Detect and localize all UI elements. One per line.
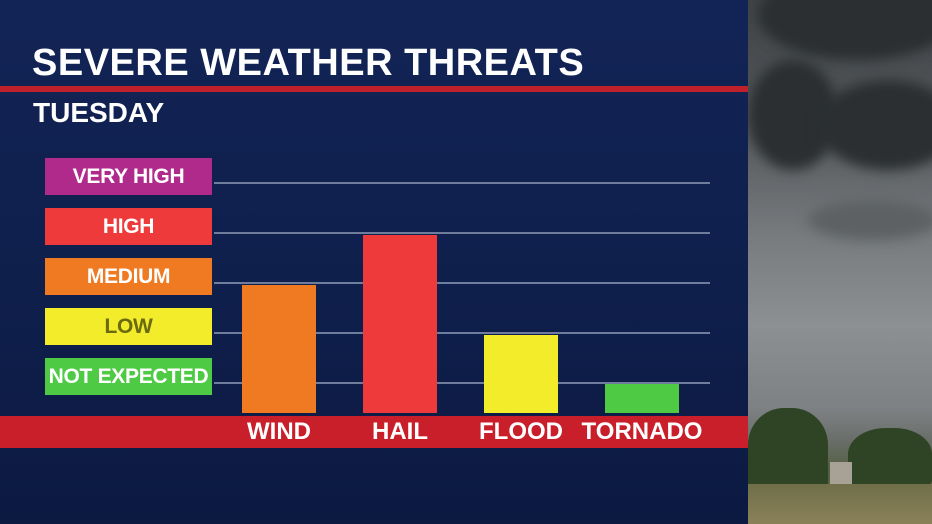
bar-tornado <box>605 384 679 413</box>
cloud-shape <box>818 80 932 170</box>
field <box>748 484 932 524</box>
level-label-medium: MEDIUM <box>45 258 212 295</box>
bar-hail <box>363 235 437 413</box>
tree-line <box>748 408 828 490</box>
level-label-low: LOW <box>45 308 212 345</box>
cloud-shape <box>808 200 932 240</box>
bar-flood <box>484 335 558 413</box>
category-label-tornado: TORNADO <box>581 418 703 445</box>
cloud-shape <box>758 0 932 60</box>
farm-building <box>830 462 852 490</box>
storm-sky-photo <box>748 0 932 524</box>
category-label-hail: HAIL <box>372 418 428 445</box>
category-label-flood: FLOOD <box>479 418 563 445</box>
level-label-not-expected: NOT EXPECTED <box>45 358 212 395</box>
level-label-very-high: VERY HIGH <box>45 158 212 195</box>
tree-line <box>848 428 932 486</box>
bar-wind <box>242 285 316 413</box>
category-label-wind: WIND <box>247 418 311 445</box>
threat-bar-chart <box>214 182 710 413</box>
chart-subtitle: TUESDAY <box>33 97 165 128</box>
category-band <box>0 416 748 448</box>
level-label-high: HIGH <box>45 208 212 245</box>
title-underline <box>0 86 748 92</box>
chart-title: SEVERE WEATHER THREATS <box>32 42 585 84</box>
